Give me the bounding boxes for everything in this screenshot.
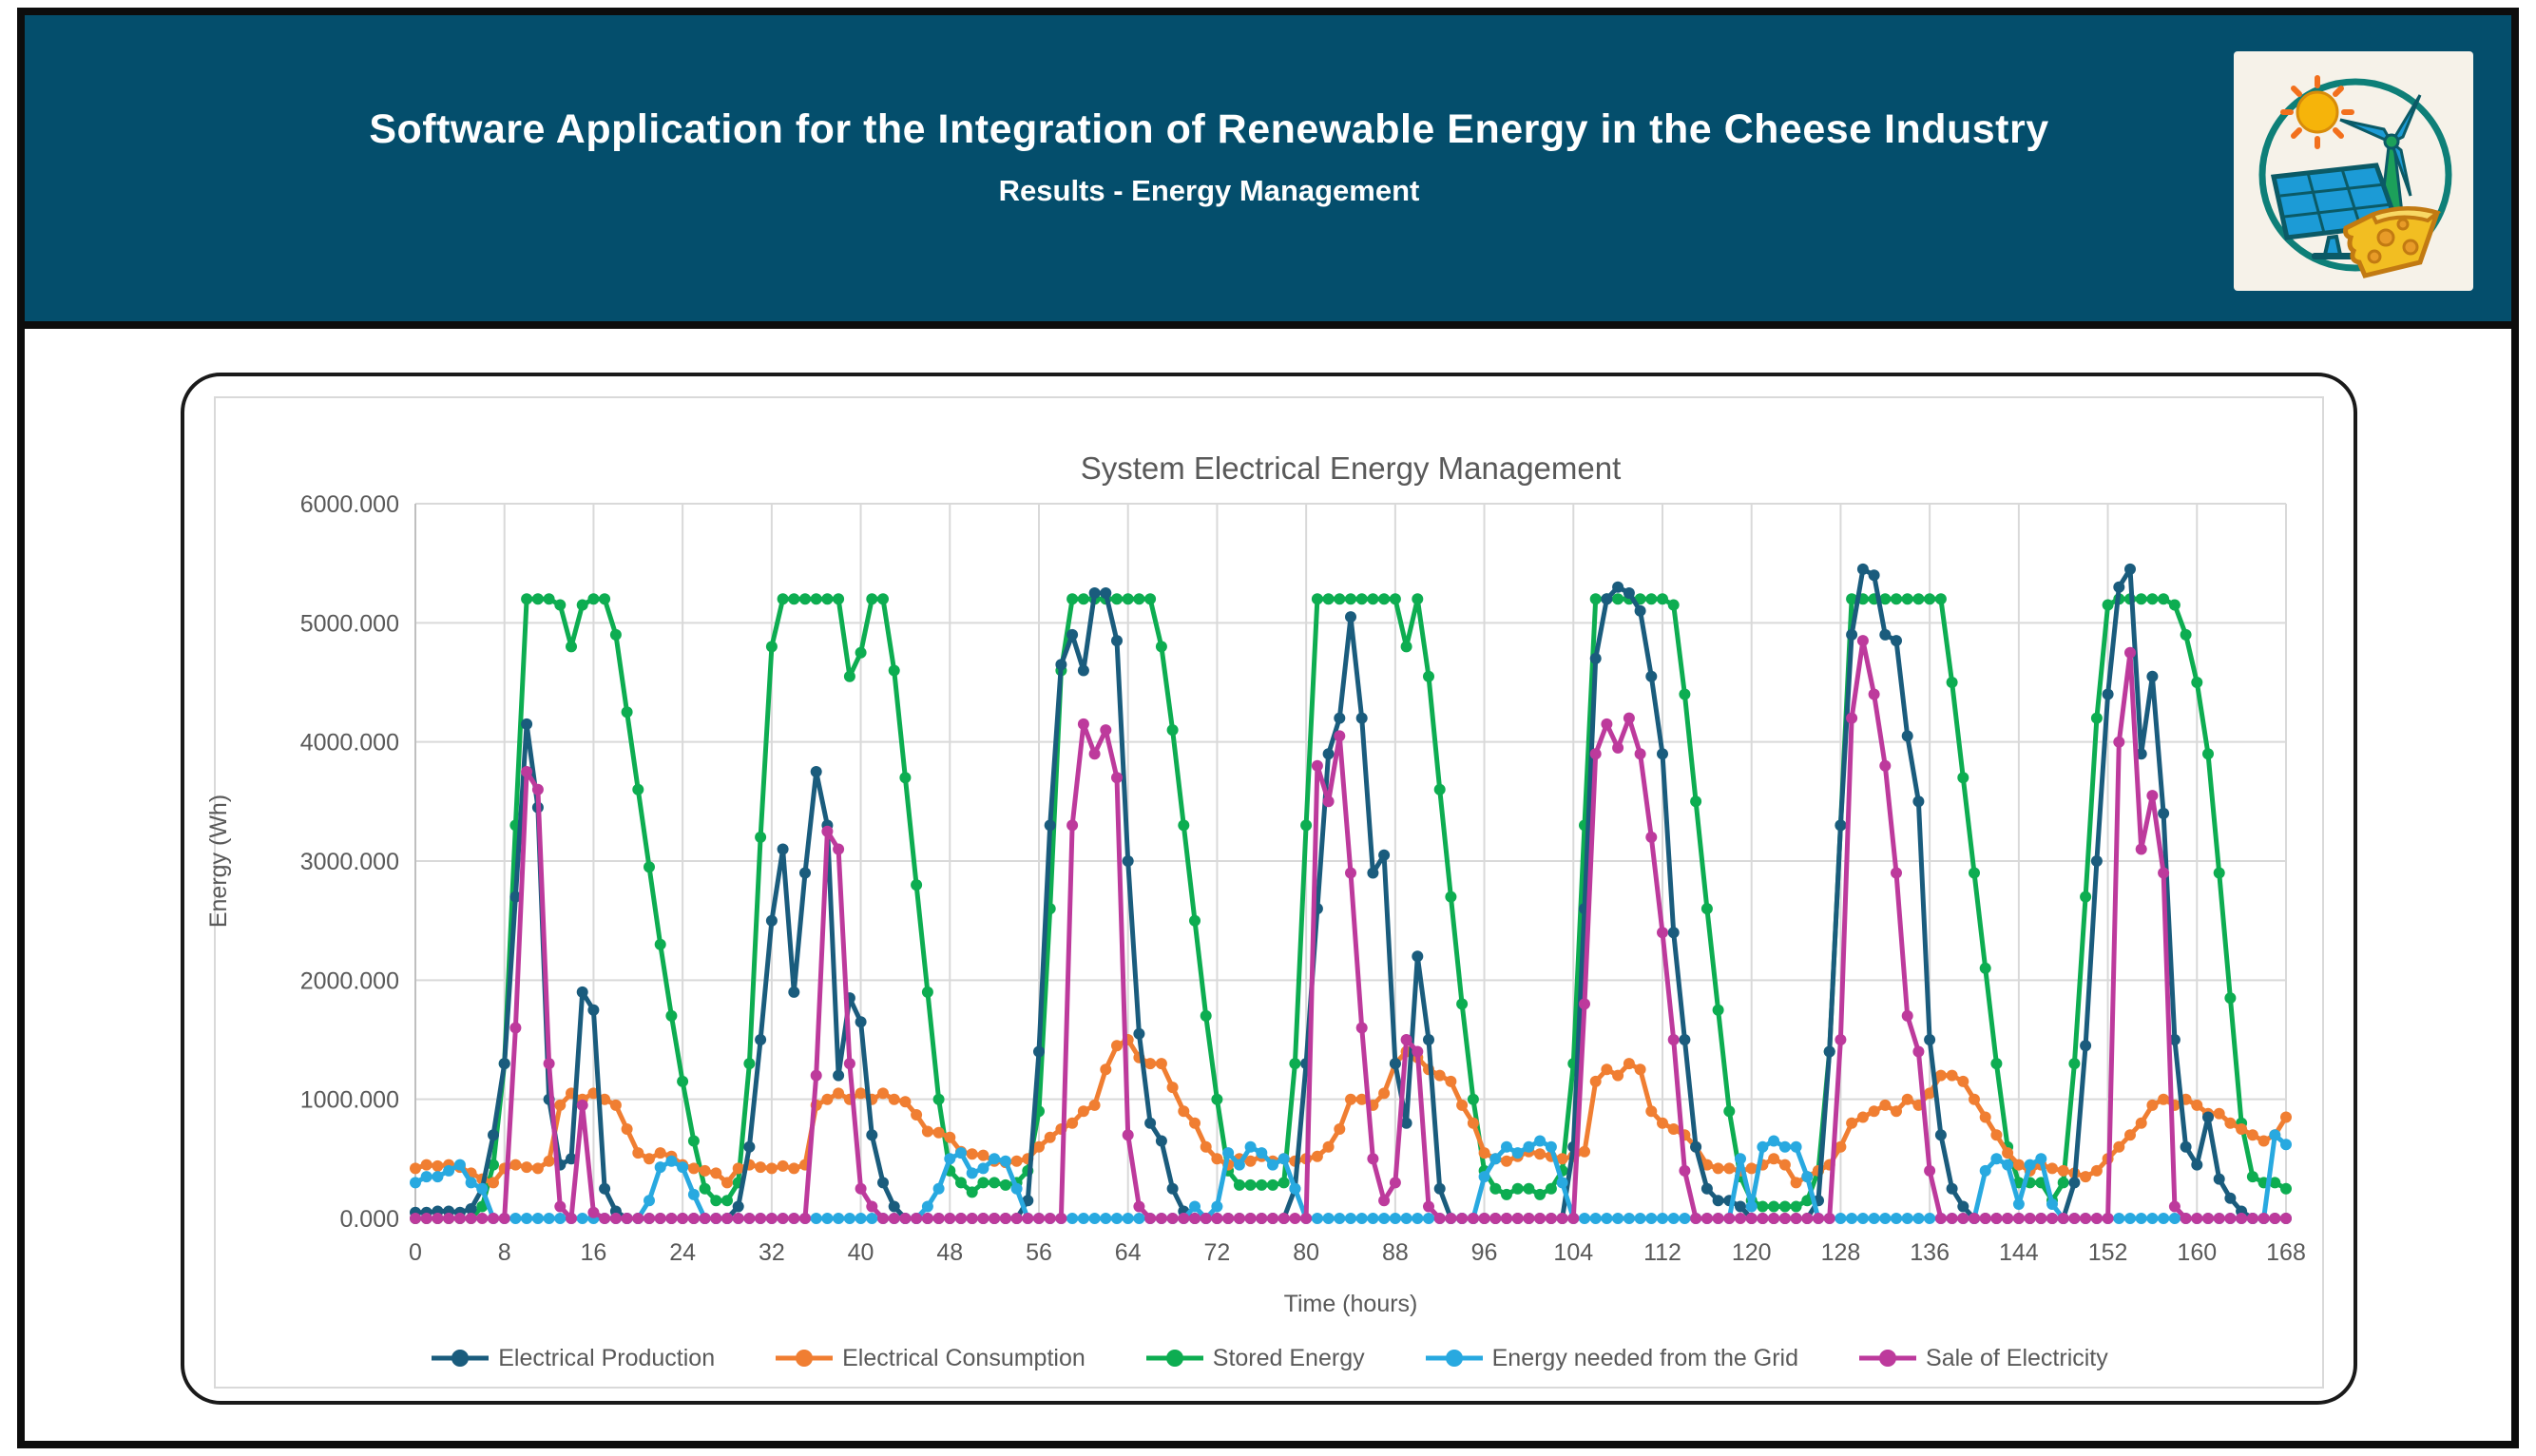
x-tick-label: 32 <box>759 1239 785 1266</box>
series-line-stored-energy <box>413 596 2289 1221</box>
series-markers-sale-of-electricity <box>410 635 2292 1224</box>
y-tick-label: 6000.000 <box>300 491 399 518</box>
x-tick-label: 160 <box>2177 1239 2217 1266</box>
x-axis-title: Time (hours) <box>1284 1291 1418 1317</box>
legend-item-electrical-consumption: Electrical Consumption <box>774 1345 1085 1372</box>
y-tick-label: 2000.000 <box>300 967 399 994</box>
x-tick-label: 80 <box>1293 1239 1319 1266</box>
y-axis-title: Energy (Wh) <box>205 795 232 928</box>
page-subtitle: Results - Energy Management <box>998 174 1420 207</box>
x-tick-label: 0 <box>409 1239 422 1266</box>
legend-item-stored-energy: Stored Energy <box>1144 1345 1365 1372</box>
chart-title: System Electrical Energy Management <box>1081 450 1622 486</box>
y-tick-label: 4000.000 <box>300 730 399 757</box>
legend-marker-icon <box>1425 1350 1483 1367</box>
x-tick-label: 120 <box>1732 1239 1772 1266</box>
chart-card: System Electrical Energy Management Energ… <box>181 373 2357 1405</box>
legend-marker-icon <box>432 1350 490 1367</box>
chart-legend: Electrical Production Electrical Consumpt… <box>184 1334 2353 1382</box>
cheese-icon <box>2343 205 2442 278</box>
legend-label: Electrical Production <box>498 1344 716 1371</box>
x-tick-label: 72 <box>1204 1239 1231 1266</box>
renewable-cheese-logo <box>2234 51 2473 291</box>
legend-label: Sale of Electricity <box>1926 1344 2108 1371</box>
legend-label: Energy needed from the Grid <box>1491 1344 1799 1371</box>
y-tick-label: 5000.000 <box>300 610 399 637</box>
x-tick-label: 48 <box>936 1239 963 1266</box>
chart-frame <box>214 396 2324 1389</box>
y-tick-label: 3000.000 <box>300 849 399 875</box>
renewable-cheese-logo-icon <box>2258 75 2452 278</box>
header-titles: Software Application for the Integration… <box>25 15 2511 208</box>
x-tick-label: 128 <box>1821 1239 1861 1266</box>
legend-item-energy-needed-from-the-grid: Energy needed from the Grid <box>1424 1345 1798 1372</box>
x-tick-label: 152 <box>2088 1239 2128 1266</box>
sun-icon <box>2296 90 2339 134</box>
x-tick-label: 112 <box>1643 1239 1681 1266</box>
header-banner: Software Application for the Integration… <box>25 15 2511 329</box>
x-tick-label: 8 <box>498 1239 511 1266</box>
legend-item-sale-of-electricity: Sale of Electricity <box>1857 1345 2108 1372</box>
sun-rays-icon <box>2280 75 2354 149</box>
x-tick-label: 24 <box>669 1239 696 1266</box>
x-tick-label: 136 <box>1910 1239 1950 1266</box>
x-tick-label: 168 <box>2266 1239 2306 1266</box>
legend-label: Stored Energy <box>1212 1344 1365 1371</box>
x-tick-label: 64 <box>1115 1239 1142 1266</box>
legend-marker-icon <box>776 1350 834 1367</box>
y-tick-label: 1000.000 <box>300 1087 399 1114</box>
app-title: Software Application for the Integration… <box>369 106 2049 152</box>
series-markers-electrical-production <box>410 563 2292 1224</box>
x-tick-label: 16 <box>581 1239 607 1266</box>
legend-marker-icon <box>1145 1350 1203 1367</box>
legend-item-electrical-production: Electrical Production <box>430 1345 715 1372</box>
x-tick-label: 144 <box>1999 1239 2039 1266</box>
x-tick-label: 96 <box>1471 1239 1498 1266</box>
chart-svg: System Electrical Energy Management Energ… <box>205 396 2324 1389</box>
x-tick-label: 56 <box>1026 1239 1052 1266</box>
y-tick-label: 0.000 <box>339 1206 399 1233</box>
x-tick-label: 104 <box>1553 1239 1593 1266</box>
legend-marker-icon <box>1859 1350 1917 1367</box>
x-tick-label: 40 <box>848 1239 874 1266</box>
x-tick-label: 88 <box>1382 1239 1409 1266</box>
legend-label: Electrical Consumption <box>842 1344 1085 1371</box>
app-window: Software Application for the Integration… <box>17 8 2519 1448</box>
